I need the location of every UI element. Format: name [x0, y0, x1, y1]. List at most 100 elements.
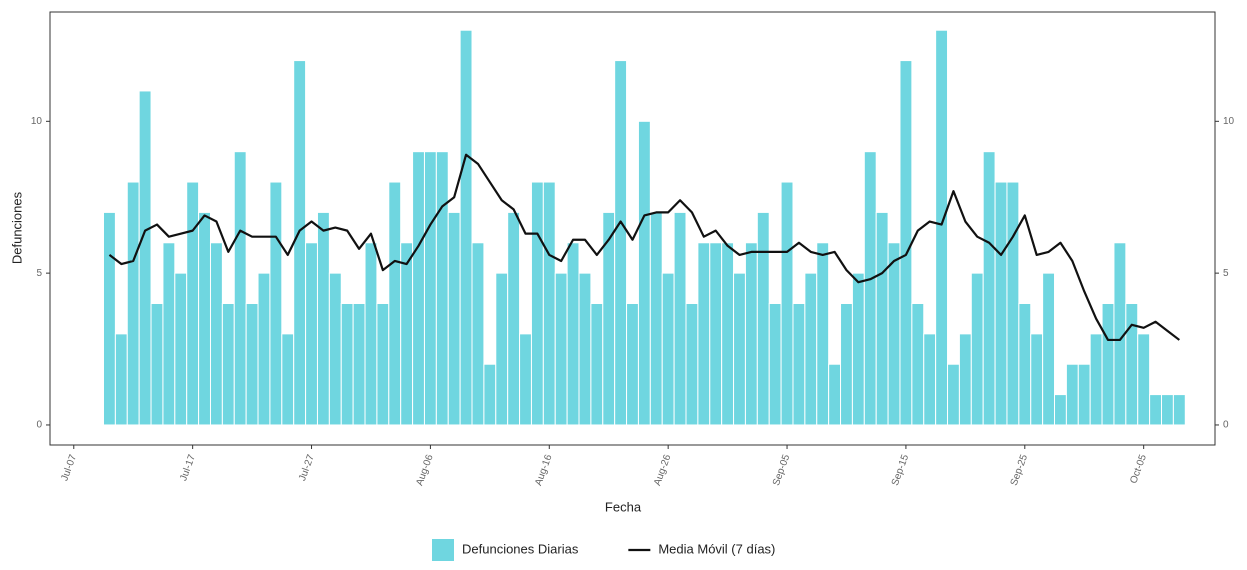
x-tick-label: Jul-17	[178, 453, 198, 483]
bar	[863, 151, 877, 426]
bar	[958, 333, 972, 426]
bar	[209, 242, 223, 426]
bar	[578, 272, 592, 426]
y2-tick-label: 0	[1223, 420, 1229, 431]
line	[108, 153, 1181, 342]
bar	[471, 242, 485, 426]
bar	[542, 181, 556, 426]
bar	[661, 272, 675, 426]
bar	[435, 151, 449, 426]
bar	[138, 90, 152, 426]
bar	[174, 272, 188, 426]
bar	[614, 60, 628, 426]
bar	[257, 272, 271, 426]
bar	[483, 363, 497, 426]
bar	[162, 242, 176, 426]
bar	[530, 181, 544, 426]
bar	[352, 303, 366, 426]
bar	[447, 211, 461, 426]
bar	[328, 272, 342, 426]
x-tick-label: Aug-26	[652, 453, 674, 487]
x-tick-label: Sep-05	[771, 453, 793, 487]
bar	[994, 181, 1008, 426]
bar	[459, 29, 473, 426]
bar	[1161, 394, 1174, 426]
bar	[970, 272, 984, 426]
bar	[554, 272, 568, 426]
bar	[519, 333, 532, 426]
y-axis-title: Defunciones	[9, 191, 24, 264]
bar	[756, 211, 770, 426]
bar	[1018, 303, 1032, 426]
bar	[1101, 303, 1115, 426]
y2-tick-label: 5	[1223, 268, 1229, 279]
bar	[685, 303, 699, 426]
bar	[150, 303, 164, 426]
bar	[1065, 363, 1079, 426]
bar	[1137, 333, 1151, 426]
legend-label: Defunciones Diarias	[462, 541, 579, 556]
bar	[376, 303, 390, 426]
bar	[828, 363, 842, 426]
bar	[388, 181, 402, 426]
bar	[947, 363, 960, 426]
bar	[840, 303, 853, 426]
bar	[316, 211, 330, 426]
bar	[1125, 303, 1139, 426]
bar	[887, 242, 901, 426]
bar	[1077, 363, 1091, 426]
bar	[744, 242, 758, 426]
legend-label: Media Móvil (7 días)	[658, 541, 775, 556]
bar	[507, 211, 521, 426]
bar	[1089, 333, 1103, 426]
bar	[780, 181, 794, 426]
x-tick-label: Jul-07	[59, 453, 79, 483]
bar	[114, 333, 128, 426]
x-tick-label: Sep-25	[1009, 453, 1031, 487]
bar	[816, 242, 830, 426]
bar	[186, 181, 200, 426]
bar	[269, 181, 283, 426]
bar	[221, 303, 235, 426]
x-tick-label: Aug-06	[414, 453, 436, 487]
y-tick-label: 5	[36, 268, 42, 279]
bar	[673, 211, 687, 426]
bar	[1042, 272, 1056, 426]
bar	[935, 29, 949, 426]
bar	[281, 333, 295, 426]
bar	[637, 120, 651, 426]
bar	[233, 151, 247, 426]
bar	[1054, 394, 1067, 426]
bar	[1006, 181, 1020, 426]
bar	[792, 303, 806, 426]
bar	[1149, 394, 1163, 426]
x-tick-label: Oct-05	[1128, 453, 1149, 485]
bar	[305, 242, 318, 426]
bar	[1172, 394, 1186, 426]
bar	[364, 242, 378, 426]
bar	[851, 272, 865, 426]
x-tick-label: Jul-27	[297, 453, 317, 483]
bar	[697, 242, 711, 426]
bar	[911, 303, 925, 426]
bar	[340, 303, 354, 426]
y-tick-label: 10	[31, 116, 43, 127]
bar	[293, 60, 307, 426]
bar	[566, 242, 580, 426]
plot-border	[49, 11, 1216, 446]
y2-tick-label: 10	[1223, 116, 1235, 127]
bar	[102, 211, 116, 426]
x-axis-title: Fecha	[605, 499, 642, 514]
bar	[412, 151, 425, 426]
bar	[768, 303, 782, 426]
bar	[733, 272, 746, 426]
legend-swatch	[432, 539, 454, 561]
bar	[626, 303, 639, 426]
bar	[1030, 333, 1044, 426]
bar	[899, 60, 913, 426]
bar	[400, 242, 414, 426]
bar	[649, 211, 663, 426]
bar	[875, 211, 889, 426]
bar	[423, 151, 437, 426]
